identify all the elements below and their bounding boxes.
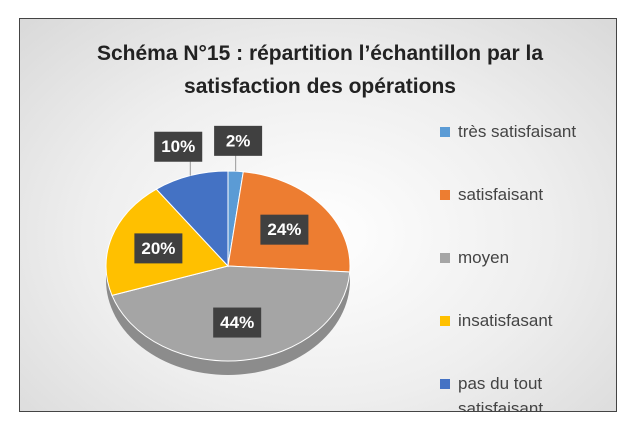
data-label: 44% [220,313,254,332]
chart: Schéma N°15 : répartition l’échantillon … [19,18,617,412]
legend-label: satisfaisant [458,185,544,204]
legend-item: moyen [440,245,610,308]
pie-area: 2% 24% 44% 20% 10% [105,125,351,375]
legend-item: pas du tout satisfaisant [440,371,610,412]
legend-item: insatisfasant [440,308,610,371]
legend-swatch [440,127,450,137]
legend-swatch [440,316,450,326]
data-label: 10% [161,137,195,156]
data-label-box [260,214,309,245]
legend-label: moyen [458,248,510,267]
legend-swatch [440,190,450,200]
legend-item: très satisfaisant [440,119,610,182]
legend-label: pas du tout satisfaisant [458,374,544,412]
chart-title: Schéma N°15 : répartition l’échantillon … [96,42,543,98]
legend-label: très satisfaisant [458,122,577,141]
pie-slice [155,170,229,268]
legend-swatch [440,379,450,389]
data-label: 2% [226,131,251,150]
data-label: 20% [141,239,175,258]
data-label-box [134,233,183,264]
data-label: 24% [267,220,301,239]
legend: très satisfaisant satisfaisant moyen insati… [440,119,610,412]
data-label-box [214,125,263,156]
legend-label: insatisfasant [458,311,553,330]
legend-swatch [440,253,450,263]
data-label-box [154,131,203,162]
legend-item: satisfaisant [440,182,610,245]
data-label-box [213,307,262,338]
